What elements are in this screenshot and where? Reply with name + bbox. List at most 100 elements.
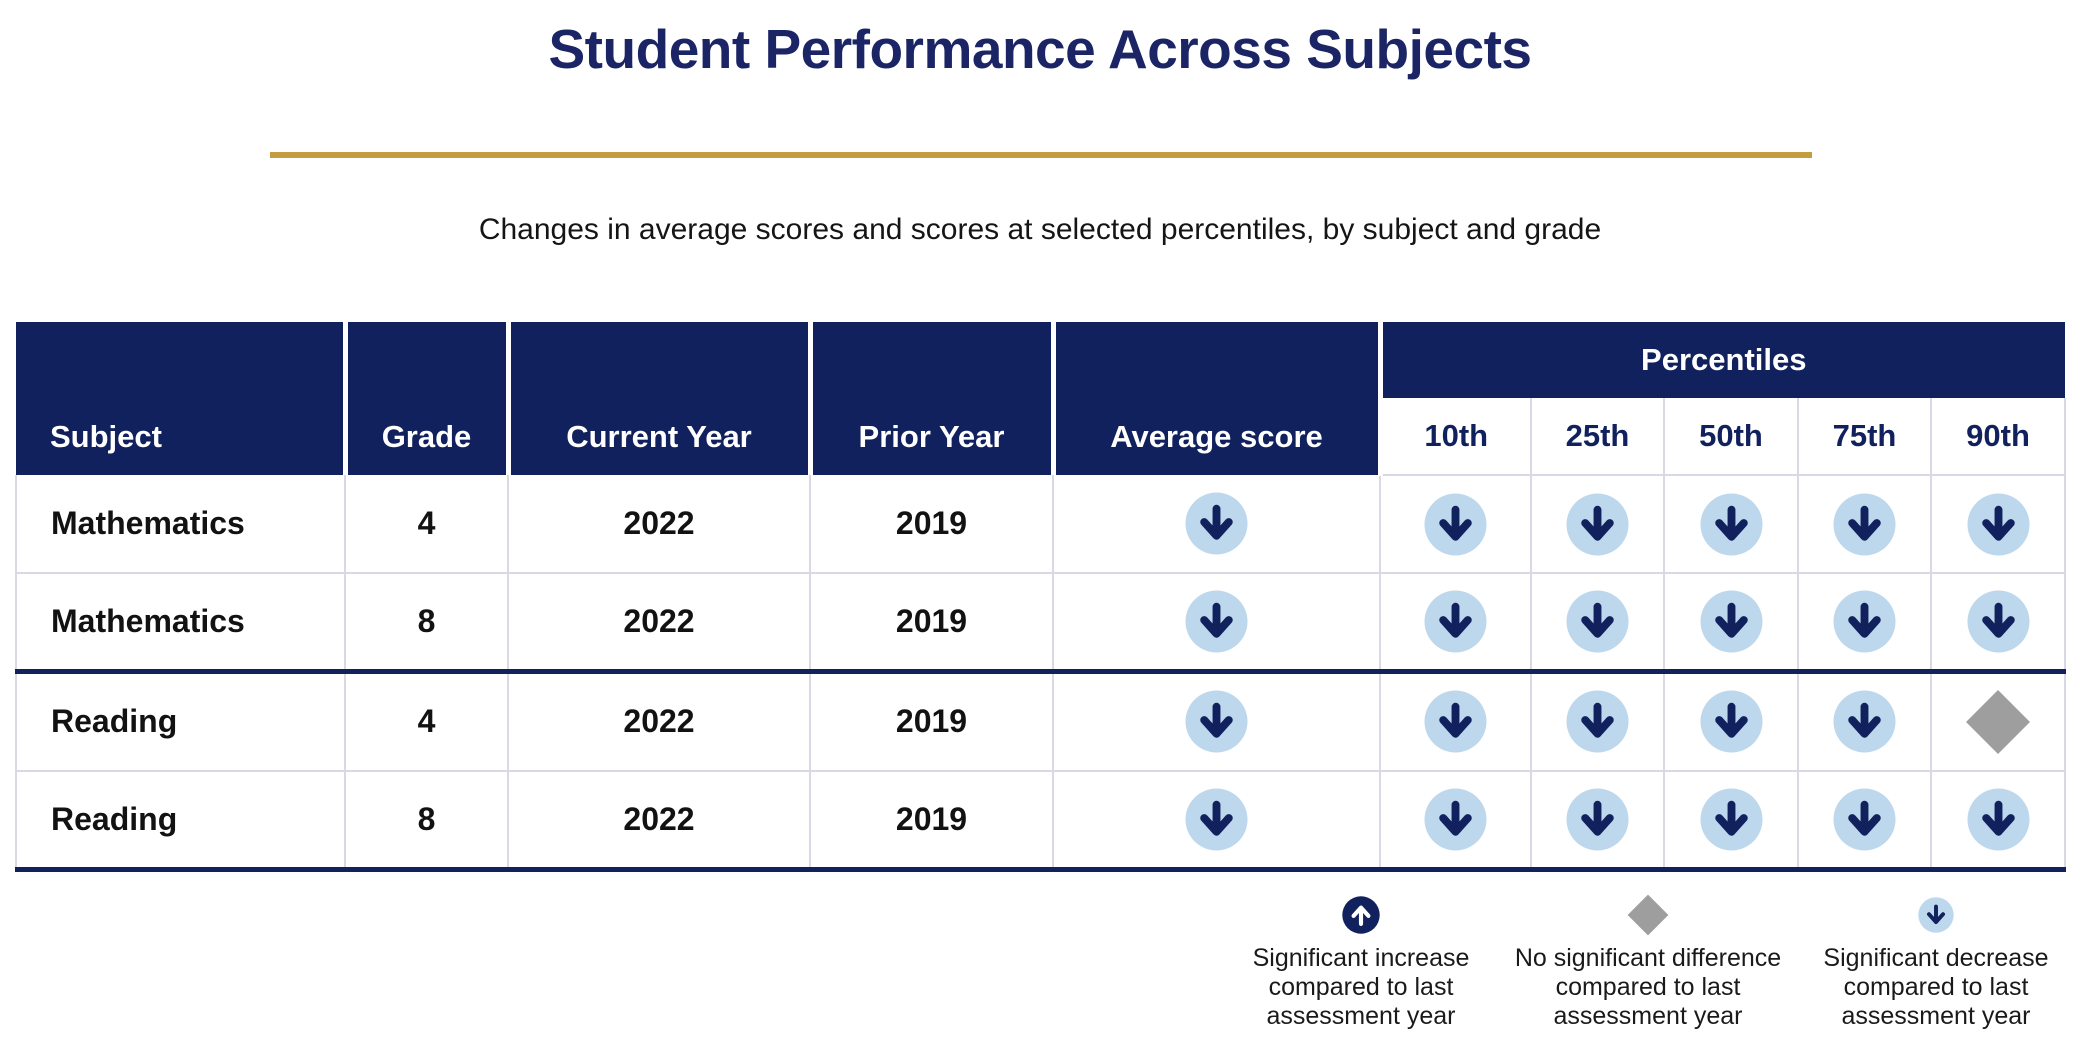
cell-percentile-25th xyxy=(1530,475,1664,574)
cell-prior-year: 2019 xyxy=(809,771,1053,872)
down-arrow-circle-icon xyxy=(1185,590,1248,653)
down-arrow-circle-icon xyxy=(1185,492,1248,555)
percentile-header-90th: 90th xyxy=(1929,398,2067,476)
table-row: Reading 4 2022 2019 xyxy=(15,671,2067,772)
down-arrow-circle-icon xyxy=(1566,690,1629,753)
cell-percentile-50th xyxy=(1663,573,1798,674)
col-header-subject: Subject xyxy=(16,322,348,475)
down-arrow-circle-icon xyxy=(1967,590,2030,653)
page-title: Student Performance Across Subjects xyxy=(548,18,1532,80)
performance-table: Subject Grade Current Year Prior Year Av… xyxy=(15,322,2067,872)
percentile-header-25th: 25th xyxy=(1530,398,1664,476)
up-arrow-circle-icon xyxy=(1342,896,1380,934)
down-arrow-circle-icon xyxy=(1833,788,1896,851)
legend-item-decrease: Significant decrease compared to last as… xyxy=(1771,893,2080,1031)
down-arrow-circle-icon xyxy=(1833,690,1896,753)
legend-item-label: Significant increase compared to last as… xyxy=(1253,944,1470,1031)
down-arrow-circle-icon xyxy=(1833,590,1896,653)
legend-line: Significant decrease xyxy=(1823,944,2049,972)
cell-percentile-25th xyxy=(1530,573,1664,674)
table-row: Reading 8 2022 2019 xyxy=(15,771,2067,872)
cell-subject: Reading xyxy=(15,671,345,772)
legend-line: compared to last xyxy=(1268,973,1454,1001)
col-header-grade: Grade xyxy=(345,322,511,475)
no-change-diamond-icon xyxy=(1627,894,1669,936)
cell-prior-year: 2019 xyxy=(809,573,1053,674)
cell-current-year: 2022 xyxy=(507,771,810,872)
cell-percentile-90th xyxy=(1929,475,2067,574)
percentile-header-50th: 50th xyxy=(1663,398,1798,476)
percentiles-group-header: Percentiles xyxy=(1380,322,2066,398)
header-sublabel-row: 10th 25th 50th 75th 90th xyxy=(16,398,2067,476)
cell-subject: Mathematics xyxy=(15,475,345,574)
down-arrow-circle-icon xyxy=(1566,590,1629,653)
cell-subject: Mathematics xyxy=(15,573,345,674)
legend-line: assessment year xyxy=(1841,1002,2031,1030)
page-subtitle: Changes in average scores and scores at … xyxy=(478,213,1602,246)
col-header-average-score: Average score xyxy=(1053,322,1383,475)
cell-percentile-90th xyxy=(1929,771,2067,872)
cell-subject: Reading xyxy=(15,771,345,872)
cell-percentile-75th xyxy=(1797,771,1931,872)
percentile-header-75th: 75th xyxy=(1797,398,1931,476)
cell-percentile-75th xyxy=(1797,475,1931,574)
cell-average-score xyxy=(1052,671,1380,772)
cell-current-year: 2022 xyxy=(507,475,810,574)
down-arrow-circle-icon xyxy=(1566,492,1629,556)
down-arrow-circle-icon xyxy=(1833,492,1896,556)
down-arrow-circle-icon xyxy=(1185,690,1248,753)
legend-line: Significant increase xyxy=(1252,944,1470,972)
cell-grade: 8 xyxy=(344,771,508,872)
cell-current-year: 2022 xyxy=(507,671,810,772)
cell-percentile-75th xyxy=(1797,671,1931,772)
percentile-header-10th: 10th xyxy=(1379,398,1531,476)
decrease-circle-icon xyxy=(1918,893,1954,937)
legend-item-label: No significant difference compared to la… xyxy=(1515,944,1781,1031)
table-row: Mathematics 8 2022 2019 xyxy=(15,573,2067,674)
down-arrow-circle-icon xyxy=(1967,788,2030,851)
table-body: Mathematics 4 2022 2019 Mathematics 8 2022 2019… xyxy=(15,475,2067,872)
cell-percentile-50th xyxy=(1663,475,1798,574)
legend-item-label: Significant decrease compared to last as… xyxy=(1823,944,2048,1031)
cell-percentile-75th xyxy=(1797,573,1931,674)
no-change-diamond-icon xyxy=(1966,689,2030,754)
down-arrow-circle-icon xyxy=(1185,788,1248,851)
down-arrow-circle-icon xyxy=(1424,590,1487,653)
down-arrow-circle-icon xyxy=(1699,788,1763,851)
legend-item-no-change: No significant difference compared to la… xyxy=(1483,893,1813,1031)
col-header-prior-year: Prior Year xyxy=(810,322,1056,475)
legend-line: assessment year xyxy=(1553,1002,1743,1030)
cell-percentile-25th xyxy=(1530,771,1664,872)
down-arrow-circle-icon xyxy=(1918,897,1954,933)
legend-line: No significant difference xyxy=(1514,944,1782,972)
down-arrow-circle-icon xyxy=(1699,492,1763,556)
cell-grade: 4 xyxy=(344,671,508,772)
down-arrow-circle-icon xyxy=(1699,590,1763,653)
cell-percentile-25th xyxy=(1530,671,1664,772)
cell-grade: 8 xyxy=(344,573,508,674)
cell-percentile-90th xyxy=(1929,573,2067,674)
cell-percentile-10th xyxy=(1379,475,1531,574)
cell-percentile-50th xyxy=(1663,671,1798,772)
cell-prior-year: 2019 xyxy=(809,671,1053,772)
cell-percentile-10th xyxy=(1379,771,1531,872)
gold-divider xyxy=(270,152,1812,158)
cell-percentile-50th xyxy=(1663,771,1798,872)
col-header-current-year: Current Year xyxy=(508,322,813,475)
table-row: Mathematics 4 2022 2019 xyxy=(15,475,2067,574)
cell-average-score xyxy=(1052,573,1380,674)
cell-average-score xyxy=(1052,475,1380,574)
down-arrow-circle-icon xyxy=(1566,788,1629,851)
cell-percentile-90th xyxy=(1929,671,2067,772)
no-change-diamond-icon xyxy=(1627,893,1669,937)
down-arrow-circle-icon xyxy=(1424,492,1487,556)
cell-prior-year: 2019 xyxy=(809,475,1053,574)
header-group-row: Subject Grade Current Year Prior Year Av… xyxy=(16,322,2066,475)
legend-line: compared to last xyxy=(1555,973,1741,1001)
cell-percentile-10th xyxy=(1379,671,1531,772)
table-header: Subject Grade Current Year Prior Year Av… xyxy=(16,322,2067,476)
down-arrow-circle-icon xyxy=(1424,788,1487,851)
down-arrow-circle-icon xyxy=(1967,492,2030,556)
cell-grade: 4 xyxy=(344,475,508,574)
cell-current-year: 2022 xyxy=(507,573,810,674)
